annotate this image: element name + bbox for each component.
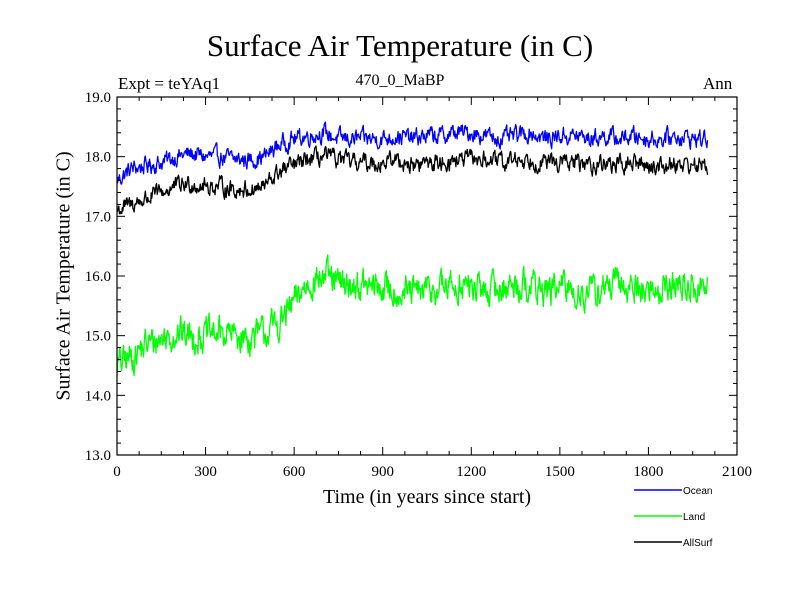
y-tick-label: 13.0 — [85, 448, 111, 464]
season-label: Ann — [703, 74, 733, 93]
y-tick-label: 18.0 — [85, 150, 111, 166]
x-tick-label: 1800 — [633, 464, 663, 480]
plot-frame — [116, 96, 738, 456]
y-tick-label: 19.0 — [85, 90, 111, 106]
legend-label-land: Land — [683, 512, 705, 523]
legend-label-ocean: Ocean — [683, 486, 712, 497]
y-tick-label: 16.0 — [85, 269, 111, 285]
y-tick-label: 17.0 — [85, 209, 111, 225]
chart-title: Surface Air Temperature (in C) — [206, 28, 594, 63]
axis-layer: 0 300 600 900 1200 1500 1800 2100 13.0 14.0 15.0 16… — [85, 90, 752, 480]
series-line-ocean — [116, 121, 709, 185]
x-axis-label: Time (in years since start) — [322, 486, 532, 508]
series-layer — [116, 121, 709, 377]
x-tick-label: 600 — [283, 464, 306, 480]
legend-label-allsurf: AllSurf — [683, 538, 713, 549]
series-line-allsurf — [116, 145, 709, 215]
x-tick-label: 1200 — [456, 464, 486, 480]
series-line-land — [116, 254, 709, 377]
x-tick-label: 1500 — [545, 464, 575, 480]
x-tick-label: 2100 — [722, 464, 752, 480]
y-tick-label: 14.0 — [85, 388, 111, 404]
legend: Ocean Land AllSurf — [634, 486, 713, 549]
x-tick-label: 900 — [371, 464, 394, 480]
x-tick-label: 0 — [113, 464, 121, 480]
experiment-label: Expt = teYAq1 — [118, 74, 221, 93]
y-tick-label: 15.0 — [85, 329, 111, 345]
x-tick-label: 300 — [194, 464, 217, 480]
chart-subtitle: 470_0_MaBP — [355, 72, 445, 89]
